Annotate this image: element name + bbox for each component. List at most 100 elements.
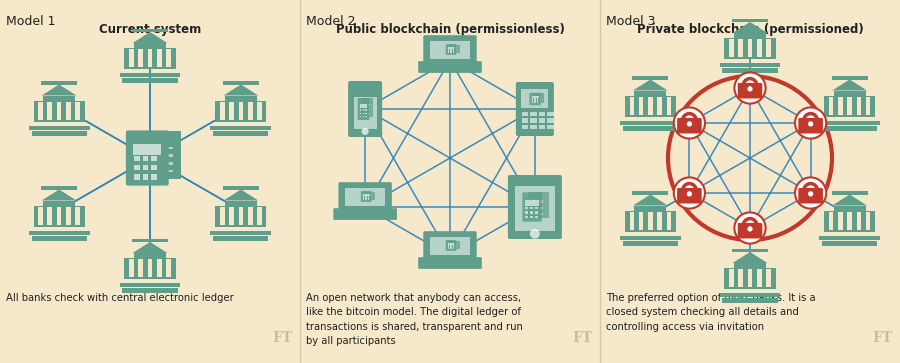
FancyBboxPatch shape: [446, 44, 456, 55]
Bar: [430, 237, 470, 255]
Bar: [547, 125, 553, 129]
Bar: [41, 186, 77, 189]
Bar: [365, 109, 367, 111]
Circle shape: [795, 107, 826, 139]
Bar: [134, 253, 166, 258]
Text: FT: FT: [572, 331, 592, 345]
Bar: [528, 192, 549, 218]
Bar: [824, 211, 875, 232]
FancyBboxPatch shape: [677, 118, 702, 134]
Bar: [230, 102, 234, 119]
Bar: [29, 231, 89, 234]
Bar: [360, 116, 362, 117]
Bar: [360, 109, 362, 111]
FancyBboxPatch shape: [677, 188, 702, 204]
Bar: [450, 248, 452, 249]
Bar: [528, 200, 544, 203]
Bar: [257, 102, 262, 119]
Bar: [33, 101, 85, 122]
Bar: [629, 97, 634, 114]
Bar: [536, 216, 537, 219]
Bar: [225, 95, 256, 101]
Polygon shape: [733, 252, 768, 263]
Bar: [539, 118, 545, 122]
Bar: [738, 39, 743, 57]
Bar: [526, 207, 528, 209]
Bar: [822, 241, 878, 245]
Bar: [213, 236, 268, 241]
Text: All banks check with central electronic ledger: All banks check with central electronic …: [6, 293, 234, 303]
Bar: [847, 212, 852, 229]
Bar: [522, 118, 528, 122]
Bar: [723, 68, 778, 73]
Bar: [122, 288, 177, 293]
Bar: [724, 268, 776, 289]
Text: The preferred option of most banks. It is a
closed system checking all details a: The preferred option of most banks. It i…: [606, 293, 815, 332]
FancyBboxPatch shape: [508, 175, 562, 239]
Bar: [720, 293, 780, 297]
Bar: [43, 95, 75, 101]
Bar: [360, 113, 362, 114]
Bar: [453, 50, 454, 52]
Bar: [623, 126, 678, 131]
Bar: [547, 111, 553, 116]
Bar: [248, 102, 253, 119]
FancyBboxPatch shape: [738, 223, 762, 238]
Bar: [345, 188, 385, 206]
Circle shape: [795, 178, 826, 209]
Bar: [449, 45, 460, 53]
Polygon shape: [832, 79, 867, 90]
FancyBboxPatch shape: [357, 98, 369, 120]
Bar: [819, 121, 880, 125]
Bar: [526, 216, 528, 219]
Bar: [734, 263, 766, 268]
Bar: [521, 89, 548, 108]
Polygon shape: [633, 79, 668, 90]
Bar: [450, 50, 452, 52]
Polygon shape: [132, 32, 167, 43]
Bar: [448, 246, 449, 248]
Bar: [450, 49, 452, 50]
Bar: [166, 259, 171, 277]
Bar: [832, 76, 868, 79]
FancyBboxPatch shape: [423, 231, 477, 260]
Bar: [532, 98, 533, 100]
Bar: [151, 165, 157, 170]
Bar: [448, 52, 449, 53]
Circle shape: [808, 191, 814, 196]
Bar: [720, 63, 780, 67]
Bar: [157, 259, 162, 277]
Bar: [657, 97, 662, 114]
Bar: [124, 48, 176, 69]
Bar: [134, 43, 166, 48]
Bar: [534, 100, 535, 102]
Bar: [450, 246, 452, 248]
Bar: [732, 19, 768, 22]
Bar: [122, 78, 177, 83]
Bar: [213, 131, 268, 135]
Polygon shape: [223, 189, 258, 200]
Bar: [530, 118, 536, 122]
Bar: [364, 196, 372, 197]
Bar: [766, 269, 771, 287]
Bar: [360, 104, 367, 108]
Bar: [430, 41, 470, 59]
Bar: [533, 93, 544, 103]
Bar: [363, 196, 365, 197]
FancyBboxPatch shape: [348, 81, 382, 137]
Bar: [766, 39, 771, 57]
Bar: [363, 113, 365, 114]
Bar: [757, 269, 761, 287]
Bar: [139, 259, 143, 277]
Bar: [132, 238, 168, 242]
Bar: [43, 200, 75, 205]
Bar: [32, 236, 86, 241]
Bar: [449, 245, 457, 246]
Bar: [748, 39, 752, 57]
Bar: [448, 47, 454, 49]
Bar: [448, 49, 449, 50]
Bar: [723, 298, 778, 303]
FancyBboxPatch shape: [423, 35, 477, 64]
Bar: [533, 101, 541, 102]
Bar: [448, 248, 449, 249]
